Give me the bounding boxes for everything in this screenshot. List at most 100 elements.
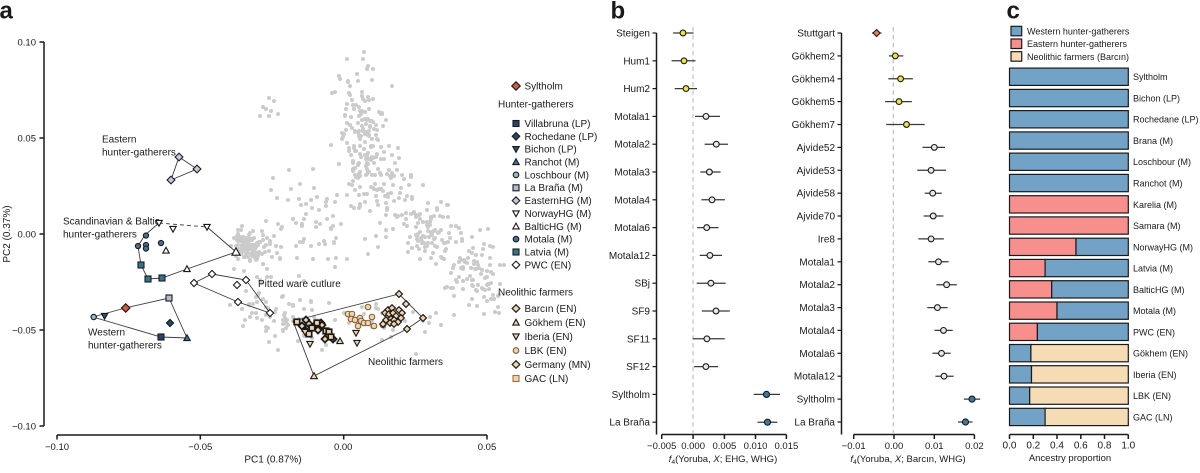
svg-text:0.00: 0.00	[885, 441, 904, 452]
svg-text:Pitted ware cutlure: Pitted ware cutlure	[258, 279, 341, 290]
svg-text:Loschbour (M): Loschbour (M)	[525, 170, 589, 181]
svg-text:b: b	[611, 0, 626, 25]
svg-text:Bichon (LP): Bichon (LP)	[1133, 94, 1180, 104]
svg-text:Syltholm: Syltholm	[525, 82, 563, 93]
svg-text:0.05: 0.05	[478, 442, 497, 453]
svg-text:Motala12: Motala12	[609, 251, 651, 262]
svg-text:BalticHG (M): BalticHG (M)	[1133, 285, 1185, 295]
svg-text:Bichon (LP): Bichon (LP)	[525, 145, 577, 156]
svg-text:NorwayHG (M): NorwayHG (M)	[1133, 242, 1193, 252]
svg-text:PC1 (0.87%): PC1 (0.87%)	[244, 455, 301, 466]
svg-text:Eastern: Eastern	[102, 135, 136, 146]
svg-text:0.4: 0.4	[1050, 441, 1064, 452]
svg-text:0.01: 0.01	[925, 441, 944, 452]
svg-text:hunter-gatherers: hunter-gatherers	[102, 148, 176, 159]
svg-text:Motala4: Motala4	[799, 326, 835, 337]
svg-text:La Braña (M): La Braña (M)	[525, 183, 583, 194]
svg-text:BalticHG (M): BalticHG (M)	[525, 222, 582, 233]
svg-text:Loschbour (M): Loschbour (M)	[1133, 157, 1191, 167]
svg-text:LBK (EN): LBK (EN)	[525, 346, 567, 357]
svg-text:SBj: SBj	[634, 279, 650, 290]
svg-text:Gökhem (EN): Gökhem (EN)	[1133, 349, 1188, 359]
svg-text:La Braña: La Braña	[794, 418, 835, 429]
svg-text:Villabruna (LP): Villabruna (LP)	[525, 119, 591, 130]
svg-text:Ranchot (M): Ranchot (M)	[1133, 179, 1183, 189]
svg-text:0.05: 0.05	[18, 134, 37, 145]
svg-text:−0.01: −0.01	[842, 441, 866, 452]
svg-text:GAC (LN): GAC (LN)	[525, 374, 569, 385]
svg-text:Syltholm: Syltholm	[612, 390, 650, 401]
svg-text:Motala (M): Motala (M)	[1133, 306, 1176, 316]
svg-text:Ire8: Ire8	[818, 234, 836, 245]
svg-text:Western hunter-gatherers: Western hunter-gatherers	[1027, 27, 1130, 37]
svg-text:0.8: 0.8	[1098, 441, 1112, 452]
svg-text:a: a	[0, 0, 14, 25]
svg-text:Ranchot (M): Ranchot (M)	[525, 158, 580, 169]
svg-text:Hum2: Hum2	[623, 84, 650, 95]
svg-text:Gökhem2: Gökhem2	[792, 51, 836, 62]
svg-text:PWC (EN): PWC (EN)	[525, 260, 572, 271]
svg-text:0.010: 0.010	[744, 441, 768, 452]
svg-text:LBK (EN): LBK (EN)	[1133, 391, 1171, 401]
svg-text:0.2: 0.2	[1026, 441, 1040, 452]
svg-text:Karelia (M): Karelia (M)	[1133, 200, 1177, 210]
svg-text:0.005: 0.005	[713, 441, 737, 452]
svg-text:Iberia (EN): Iberia (EN)	[525, 332, 573, 343]
svg-text:Neolithic farmers: Neolithic farmers	[498, 288, 573, 299]
svg-text:Motala (M): Motala (M)	[525, 235, 573, 246]
svg-text:Motala6: Motala6	[614, 223, 650, 234]
svg-text:Gökhem5: Gökhem5	[792, 97, 836, 108]
svg-text:Ancestry proportion: Ancestry proportion	[1029, 453, 1111, 464]
svg-text:Brana (M): Brana (M)	[1133, 136, 1173, 146]
svg-text:−0.005: −0.005	[647, 441, 676, 452]
svg-text:NorwayHG (M): NorwayHG (M)	[525, 209, 592, 220]
svg-text:PWC (EN): PWC (EN)	[1133, 327, 1175, 337]
svg-text:f4(Yoruba, X; EHG, WHG): f4(Yoruba, X; EHG, WHG)	[669, 454, 777, 466]
svg-text:Motala12: Motala12	[794, 372, 836, 383]
svg-text:Barcın (EN): Barcın (EN)	[525, 304, 577, 315]
svg-text:Hunter-gatherers: Hunter-gatherers	[498, 100, 574, 111]
svg-text:hunter-gatherers: hunter-gatherers	[88, 341, 162, 352]
svg-text:hunter-gatherers: hunter-gatherers	[63, 230, 137, 241]
svg-text:Latvia (M): Latvia (M)	[1133, 264, 1173, 274]
svg-text:La Braña: La Braña	[609, 418, 650, 429]
svg-text:Germany (MN): Germany (MN)	[525, 360, 591, 371]
svg-text:SF9: SF9	[632, 307, 651, 318]
svg-text:PC2 (0.37%): PC2 (0.37%)	[2, 205, 13, 262]
svg-text:Motala3: Motala3	[799, 303, 835, 314]
svg-text:Motala3: Motala3	[614, 168, 650, 179]
svg-text:Neolithic farmers: Neolithic farmers	[368, 357, 443, 368]
svg-text:Gökhem7: Gökhem7	[792, 120, 836, 131]
svg-text:Gökhem (EN): Gökhem (EN)	[525, 318, 586, 329]
svg-text:Latvia (M): Latvia (M)	[525, 248, 569, 259]
svg-text:0.6: 0.6	[1074, 441, 1088, 452]
svg-text:−0.05: −0.05	[188, 442, 212, 453]
svg-text:Syltholm: Syltholm	[797, 395, 835, 406]
svg-text:Ajvide70: Ajvide70	[797, 212, 836, 223]
svg-text:Motala1: Motala1	[799, 257, 835, 268]
svg-text:Motala1: Motala1	[614, 112, 650, 123]
svg-text:Ajvide53: Ajvide53	[797, 166, 836, 177]
svg-text:Motala4: Motala4	[614, 195, 650, 206]
svg-text:Scandinavian & Baltic: Scandinavian & Baltic	[63, 217, 160, 228]
svg-text:Hum1: Hum1	[623, 56, 650, 67]
svg-text:Ajvide52: Ajvide52	[797, 143, 836, 154]
svg-text:Eastern hunter-gatherers: Eastern hunter-gatherers	[1027, 39, 1128, 49]
svg-text:0.10: 0.10	[18, 38, 37, 49]
svg-text:Western: Western	[88, 328, 125, 339]
svg-text:−0.05: −0.05	[12, 326, 36, 337]
svg-text:Rochedane (LP): Rochedane (LP)	[525, 132, 598, 143]
svg-text:GAC (LN): GAC (LN)	[1133, 412, 1173, 422]
svg-text:Neolithic farmers (Barcın): Neolithic farmers (Barcın)	[1027, 52, 1129, 62]
svg-text:Ajvide58: Ajvide58	[797, 189, 836, 200]
svg-text:0.00: 0.00	[18, 230, 37, 241]
svg-text:Rochedane (LP): Rochedane (LP)	[1133, 115, 1199, 125]
svg-text:Samara (M): Samara (M)	[1133, 221, 1181, 231]
svg-text:Stuttgart: Stuttgart	[797, 29, 835, 40]
svg-text:SF11: SF11	[627, 334, 651, 345]
svg-text:−0.10: −0.10	[12, 422, 36, 433]
svg-text:f4(Yoruba, X; Barcın, WHG): f4(Yoruba, X; Barcın, WHG)	[850, 454, 965, 466]
svg-text:0.000: 0.000	[681, 441, 705, 452]
svg-text:c: c	[1007, 0, 1020, 25]
svg-text:0.015: 0.015	[775, 441, 799, 452]
